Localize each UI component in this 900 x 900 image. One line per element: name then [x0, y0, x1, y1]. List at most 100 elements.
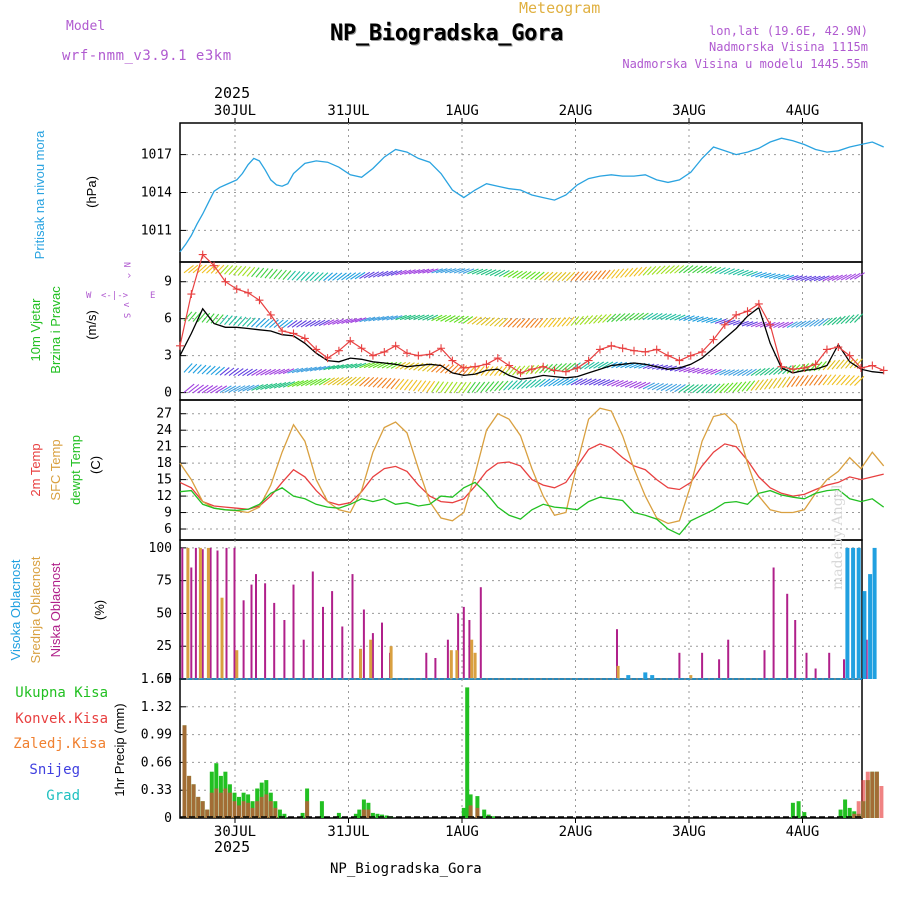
wind-barb [413, 314, 425, 321]
wind-barb [503, 270, 515, 278]
precip-unit-text: 1hr Precip (mm) [112, 703, 127, 796]
wind-barb [525, 271, 536, 280]
wind-barb [233, 265, 242, 276]
wind-barb [728, 268, 740, 275]
wind-gust-marker [561, 367, 570, 376]
wind-barb [372, 271, 384, 278]
precip-conv-bar [223, 788, 228, 818]
precip-total-bar [384, 815, 389, 818]
wind-barb [584, 361, 595, 370]
wind-barb [318, 272, 329, 282]
wind-barb [318, 365, 331, 371]
wind-barb [791, 375, 800, 388]
wind-barb [845, 314, 855, 324]
precip-conv-bar [361, 809, 366, 818]
wind-barb [566, 271, 576, 282]
wind-barb [705, 368, 718, 375]
wind-barb [548, 378, 560, 387]
wind-barb [494, 366, 503, 377]
precip-legend-item: Grad [46, 788, 80, 804]
wind-barb [251, 368, 263, 376]
wind-tick-label: 9 [164, 275, 172, 290]
wind-barb [710, 318, 722, 324]
wind-gust-marker [879, 366, 888, 375]
wind-barb [831, 316, 842, 326]
wind-gust-marker [459, 363, 468, 372]
cloud-low-bar [718, 659, 721, 679]
wind-barb [201, 365, 212, 375]
wind-barb [215, 366, 225, 376]
wind-barb [363, 362, 376, 369]
wind-barb [228, 265, 238, 276]
precip-total-bar [361, 799, 366, 818]
wind-barb [507, 380, 518, 391]
wind-barb [354, 317, 367, 323]
wind-barb [512, 270, 523, 279]
wind-barb [498, 317, 508, 327]
wind-barb [813, 318, 825, 327]
wind-barb [404, 269, 416, 275]
wind-barb [435, 268, 448, 274]
wind-barb [759, 378, 769, 391]
wind-barb [296, 271, 306, 281]
wind-gust-marker [300, 334, 309, 343]
wind-gust-marker [380, 347, 389, 356]
wind-barb [638, 266, 648, 277]
wind-barb [201, 312, 211, 323]
wind-barb [746, 380, 756, 392]
wind-barb [561, 316, 571, 327]
wind-barb [840, 359, 850, 369]
year-bottom: 2025 [214, 838, 251, 856]
wind-barb [782, 274, 794, 280]
wind-barb [413, 362, 424, 371]
wind-gust-marker [595, 345, 604, 354]
wind-barb [282, 319, 293, 329]
wind-barb [602, 269, 611, 280]
wind-barb [696, 383, 708, 394]
wind-speed-line [179, 306, 884, 380]
wind-gust-marker [766, 320, 775, 329]
wind-barb [350, 362, 362, 369]
wind-barb [219, 264, 229, 275]
wind-barb [305, 366, 317, 372]
wind-barb [687, 384, 699, 393]
wind-barb [480, 381, 490, 393]
wind-barb [633, 381, 647, 389]
wind-barb [377, 270, 389, 278]
meteogram-label: Meteogram [519, 0, 601, 17]
wind-barb [674, 366, 686, 372]
wind-barb [332, 318, 344, 325]
wind-barb [836, 315, 846, 325]
precip-conv-bar [268, 801, 273, 818]
wind-barb [584, 315, 594, 325]
cloud-mid-bar [198, 547, 202, 679]
station-title: NP_Biogradska_Gora [330, 21, 564, 46]
temp-2m-line [179, 443, 884, 510]
wind-barb [795, 275, 808, 281]
cloud-legend-0: Visoka Oblacnost [8, 559, 23, 660]
wind-barb [818, 275, 830, 282]
wind-barb [800, 374, 809, 387]
wind-gust-marker [448, 356, 457, 365]
cloud-high-bar [845, 547, 850, 679]
wind-barb [854, 375, 865, 386]
wind-barb [264, 382, 278, 390]
cloud-mid-bar [220, 597, 224, 679]
temp-tick-label: 24 [156, 423, 172, 438]
wind-barb [300, 366, 313, 373]
wind-barb [620, 380, 633, 388]
wind-barb [215, 385, 228, 394]
top-day-label: 2AUG [559, 103, 593, 119]
cloud-mid-bar [616, 665, 620, 679]
wind-barb [377, 377, 387, 388]
wind-barb [683, 367, 695, 373]
compass-we-arrows: <-|-> [101, 291, 129, 301]
wind-barb [363, 376, 375, 387]
wind-barb [354, 376, 366, 387]
wind-barb [368, 316, 380, 322]
wind-barb [255, 267, 265, 278]
wind-barb [723, 382, 734, 393]
precip-total-bar [796, 801, 801, 818]
cloud-mid-bar [470, 639, 474, 679]
wind-barb [750, 271, 763, 277]
